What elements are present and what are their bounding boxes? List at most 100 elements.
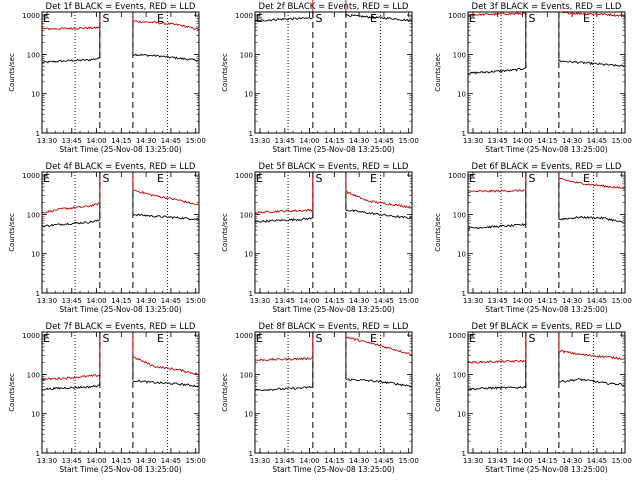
interval-marker: S — [528, 172, 535, 185]
x-tick-label: 14:00 — [299, 297, 319, 305]
lld-series-segment — [345, 336, 412, 356]
x-tick-label: 14:30 — [562, 137, 582, 145]
lld-series-segment — [41, 202, 100, 214]
lld-series-segment — [132, 20, 199, 31]
y-tick-label: 1 — [462, 290, 466, 298]
y-tick-label: 1000 — [235, 172, 253, 180]
panel-det-6: Det 6f BLACK = Events, RED = LLD Counts/s… — [434, 162, 632, 314]
y-tick-label: 10 — [457, 251, 466, 259]
x-tick-label: 15:00 — [399, 297, 419, 305]
lld-series-segment — [132, 189, 199, 206]
x-tick-label: 14:00 — [299, 457, 319, 465]
events-series-segment — [558, 378, 625, 386]
interval-marker: S — [315, 12, 322, 25]
interval-marker: E — [370, 332, 377, 345]
events-series-segment — [41, 219, 100, 228]
events-series-segment — [558, 60, 625, 68]
y-tick-label: 100 — [453, 211, 466, 219]
x-tick-label: 14:00 — [512, 457, 532, 465]
x-tick-label: 15:00 — [612, 137, 632, 145]
x-tick-label: 13:30 — [37, 297, 57, 305]
x-tick-label: 14:45 — [587, 457, 607, 465]
x-tick-label: 14:45 — [161, 297, 181, 305]
plot-frame — [41, 171, 200, 294]
y-tick-label: 10 — [244, 251, 253, 259]
panel-det-4: Det 4f BLACK = Events, RED = LLD Counts/s… — [8, 162, 206, 314]
events-series-segment — [254, 385, 313, 392]
y-axis-label: Counts/sec — [221, 53, 229, 92]
lld-series-segment — [254, 356, 313, 362]
events-series-segment — [468, 385, 526, 391]
interval-marker: S — [102, 172, 109, 185]
panel-title: Det 7f BLACK = Events, RED = LLD — [46, 322, 196, 332]
panel-det-3: Det 3f BLACK = Events, RED = LLD Counts/s… — [434, 2, 632, 154]
x-tick-label: 13:45 — [488, 457, 508, 465]
panel-det-2: Det 2f BLACK = Events, RED = LLD Counts/s… — [221, 0, 419, 154]
x-tick-label: 14:30 — [136, 457, 156, 465]
x-tick-label: 13:45 — [62, 297, 82, 305]
y-tick-label: 100 — [27, 211, 40, 219]
y-tick-label: 10 — [31, 91, 40, 99]
x-tick-label: 14:00 — [299, 137, 319, 145]
y-tick-label: 100 — [453, 371, 466, 379]
y-tick-label: 100 — [453, 51, 466, 59]
x-tick-label: 15:00 — [186, 297, 206, 305]
y-tick-label: 100 — [240, 51, 253, 59]
y-axis-label: Counts/sec — [8, 213, 16, 252]
x-tick-label: 13:45 — [488, 297, 508, 305]
y-tick-label: 1 — [249, 450, 253, 458]
events-series-segment — [132, 53, 199, 62]
x-tick-label: 15:00 — [186, 137, 206, 145]
x-axis-label: Start Time (25-Nov-08 13:25:00) — [485, 145, 607, 154]
x-tick-label: 13:45 — [488, 137, 508, 145]
events-series-segment — [132, 213, 199, 221]
x-axis-label: Start Time (25-Nov-08 13:25:00) — [272, 465, 394, 474]
interval-marker: E — [583, 172, 590, 185]
x-tick-label: 14:15 — [111, 297, 131, 305]
events-series-segment — [467, 67, 526, 75]
x-tick-label: 14:15 — [537, 457, 557, 465]
x-tick-label: 13:45 — [275, 297, 295, 305]
x-tick-label: 14:45 — [587, 297, 607, 305]
panel-det-1: Det 1f BLACK = Events, RED = LLD Counts/s… — [8, 2, 206, 154]
y-tick-label: 1 — [249, 130, 253, 138]
x-tick-label: 13:45 — [275, 457, 295, 465]
x-tick-label: 14:45 — [374, 297, 394, 305]
x-tick-label: 14:45 — [374, 457, 394, 465]
panel-title: Det 8f BLACK = Events, RED = LLD — [259, 322, 409, 332]
panel-title: Det 2f BLACK = Events, RED = LLD — [259, 2, 409, 12]
y-tick-label: 1000 — [235, 332, 253, 340]
x-axis-label: Start Time (25-Nov-08 13:25:00) — [272, 305, 394, 314]
y-tick-label: 100 — [27, 51, 40, 59]
events-series-segment — [132, 379, 199, 388]
y-tick-label: 1000 — [22, 172, 40, 180]
events-series-segment — [345, 13, 412, 23]
events-series-segment — [345, 378, 412, 388]
x-tick-label: 14:30 — [349, 137, 369, 145]
interval-marker: E — [157, 172, 164, 185]
panel-title: Det 3f BLACK = Events, RED = LLD — [472, 2, 622, 12]
x-tick-label: 14:15 — [324, 457, 344, 465]
panel-title: Det 4f BLACK = Events, RED = LLD — [46, 162, 196, 172]
x-tick-label: 14:45 — [374, 137, 394, 145]
panel-det-7: Det 7f BLACK = Events, RED = LLD Counts/s… — [8, 322, 206, 474]
y-tick-label: 1000 — [448, 332, 466, 340]
interval-marker: E — [157, 332, 164, 345]
x-tick-label: 14:00 — [86, 457, 106, 465]
x-tick-label: 14:30 — [562, 457, 582, 465]
y-tick-label: 1 — [462, 450, 466, 458]
y-axis-label: Counts/sec — [221, 373, 229, 412]
interval-marker: E — [469, 332, 476, 345]
lld-series-segment — [345, 190, 412, 209]
lld-series-segment — [41, 374, 100, 381]
lld-series-segment — [254, 208, 313, 215]
x-tick-label: 14:30 — [136, 137, 156, 145]
interval-marker: E — [157, 12, 164, 25]
interval-marker: E — [370, 12, 377, 25]
x-axis-label: Start Time (25-Nov-08 13:25:00) — [59, 305, 181, 314]
x-tick-label: 14:00 — [86, 297, 106, 305]
events-series-segment — [467, 222, 526, 230]
y-tick-label: 10 — [31, 251, 40, 259]
events-series-segment — [345, 209, 412, 220]
x-tick-label: 14:15 — [324, 137, 344, 145]
